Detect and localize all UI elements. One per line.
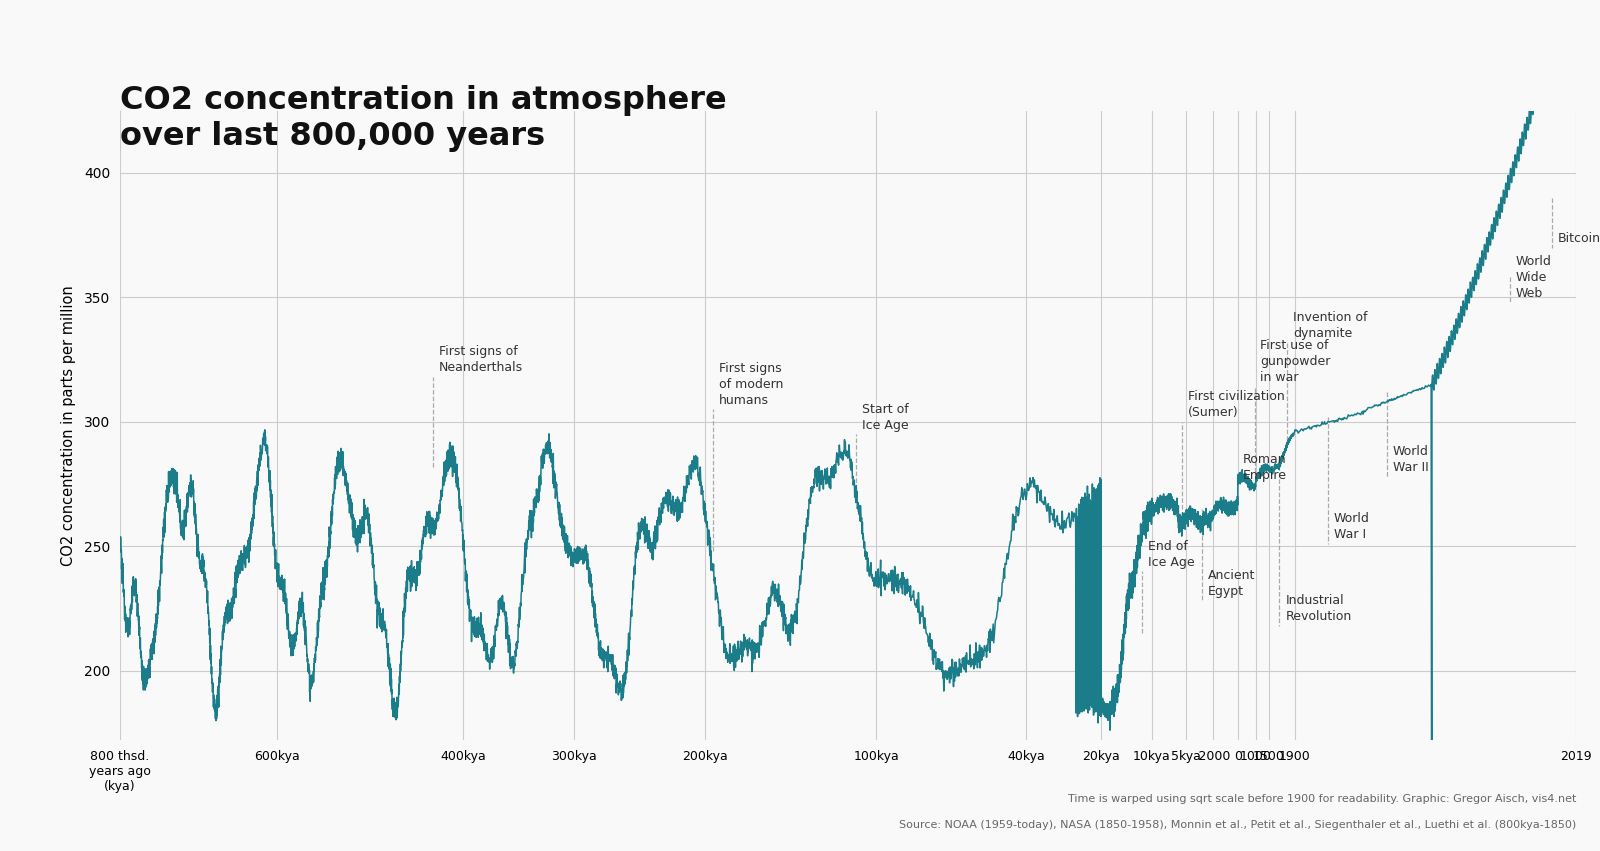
Text: Bitcoin: Bitcoin (1558, 232, 1600, 245)
Text: First signs of
Neanderthals: First signs of Neanderthals (438, 346, 523, 374)
Text: First signs
of modern
humans: First signs of modern humans (718, 362, 782, 407)
Text: Source: NOAA (1959-today), NASA (1850-1958), Monnin et al., Petit et al., Siegen: Source: NOAA (1959-today), NASA (1850-19… (899, 820, 1576, 830)
Text: Start of
Ice Age: Start of Ice Age (862, 403, 909, 431)
Text: World
War I: World War I (1334, 512, 1370, 541)
Text: World
War II: World War II (1394, 445, 1429, 474)
Text: First use of
gunpowder
in war: First use of gunpowder in war (1261, 340, 1331, 385)
Text: Invention of
dynamite: Invention of dynamite (1293, 311, 1368, 340)
Text: Roman
Empire: Roman Empire (1243, 453, 1288, 482)
Text: Time is warped using sqrt scale before 1900 for readability. Graphic: Gregor Ais: Time is warped using sqrt scale before 1… (1067, 794, 1576, 804)
Text: Industrial
Revolution: Industrial Revolution (1285, 594, 1352, 624)
Text: Ancient
Egypt: Ancient Egypt (1208, 569, 1256, 598)
Text: First civilization
(Sumer): First civilization (Sumer) (1187, 391, 1285, 420)
Y-axis label: CO2 concentration in parts per million: CO2 concentration in parts per million (61, 285, 75, 566)
Text: CO2 concentration in atmosphere
over last 800,000 years: CO2 concentration in atmosphere over las… (120, 85, 726, 151)
Text: End of
Ice Age: End of Ice Age (1147, 540, 1195, 568)
Text: World
Wide
Web: World Wide Web (1515, 254, 1552, 300)
